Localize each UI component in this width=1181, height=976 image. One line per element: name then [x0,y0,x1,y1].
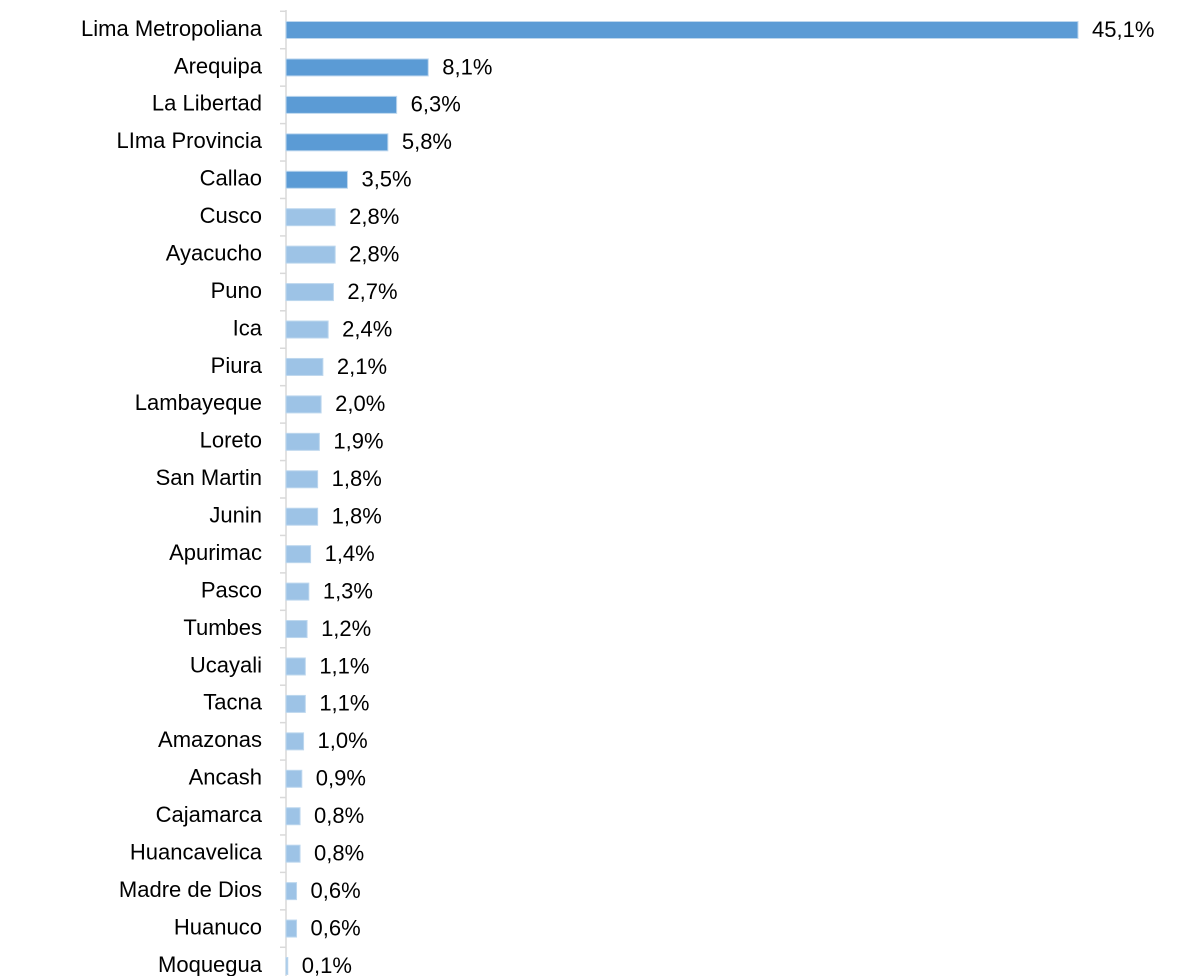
bar [285,507,319,526]
bar [285,769,303,788]
y-tick-label: Cusco [200,203,262,228]
y-tick-label: San Martin [156,465,262,490]
y-tick-label: Amazonas [158,727,262,752]
bar [285,245,336,264]
data-label: 0,8% [314,803,364,828]
bar [285,732,305,751]
bar [285,21,1079,39]
data-label: 1,9% [333,429,383,454]
bar [285,395,322,414]
data-label: 0,8% [314,840,364,865]
y-tick-label: Huanuco [174,914,262,939]
y-tick-label: Pasco [201,577,262,602]
y-tick-label: Apurimac [169,540,262,565]
y-tick-label: Ica [233,315,263,340]
data-label: 2,0% [335,391,385,416]
bar [285,807,301,826]
data-label: 2,7% [347,279,397,304]
y-tick-label: LIma Provincia [116,128,262,153]
bar [285,582,310,601]
data-label: 1,0% [318,728,368,753]
y-tick-label: Junin [209,503,262,528]
bar [285,882,298,901]
bar [285,208,336,227]
y-tick-label: Callao [200,166,262,191]
y-tick-label: Madre de Dios [119,877,262,902]
bar [285,545,312,564]
data-label: 0,6% [311,915,361,940]
bar [285,133,389,152]
bar [285,694,306,713]
y-tick-label: Loreto [200,428,262,453]
data-label: 1,4% [325,541,375,566]
data-label: 5,8% [402,129,452,154]
bar [285,432,320,451]
data-label: 8,1% [442,54,492,79]
data-label: 1,1% [319,653,369,678]
y-tick-label: La Libertad [152,91,262,116]
data-label: 0,1% [302,953,352,976]
y-tick-label: Piura [211,353,263,378]
bar [285,620,308,639]
data-label: 1,1% [319,691,369,716]
bar [285,283,334,302]
data-label: 1,2% [321,616,371,641]
y-tick-label: Cajamarca [156,802,263,827]
data-label: 1,3% [323,578,373,603]
data-label: 1,8% [332,466,382,491]
data-label: 1,8% [332,504,382,529]
bar [285,170,348,189]
y-tick-label: Lambayeque [135,390,262,415]
data-label: 2,1% [337,354,387,379]
bar [285,357,324,376]
bar [285,320,329,339]
data-label: 0,6% [311,878,361,903]
data-label: 6,3% [411,92,461,117]
bar [285,657,306,676]
bar [285,919,298,938]
bar [285,470,319,489]
y-tick-label: Tacna [203,690,262,715]
y-tick-label: Ayacucho [166,240,262,265]
y-tick-label: Tumbes [183,615,262,640]
y-tick-label: Arequipa [174,53,263,78]
data-label: 45,1% [1092,17,1154,42]
y-tick-label: Huancavelica [130,839,263,864]
data-label: 2,8% [349,204,399,229]
bar [285,957,289,975]
bar [285,844,301,863]
bar [285,58,429,77]
data-label: 3,5% [361,167,411,192]
data-label: 2,4% [342,316,392,341]
data-label: 2,8% [349,241,399,266]
y-tick-label: Ancash [189,765,262,790]
y-tick-label: Puno [211,278,262,303]
y-tick-label: Ucayali [190,652,262,677]
bar [285,95,398,114]
data-label: 0,9% [316,766,366,791]
y-tick-label: Lima Metropoliana [81,16,263,41]
y-tick-label: Moquegua [158,952,263,976]
